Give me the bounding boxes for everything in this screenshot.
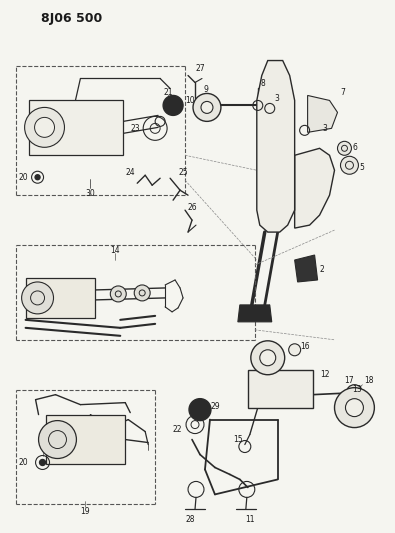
Circle shape (201, 101, 213, 114)
Circle shape (337, 141, 352, 155)
Text: 19: 19 (81, 507, 90, 516)
Text: 8: 8 (260, 79, 265, 88)
Text: 15: 15 (233, 435, 243, 444)
Polygon shape (295, 148, 335, 228)
Circle shape (35, 117, 55, 138)
Text: 24: 24 (126, 168, 135, 177)
Polygon shape (308, 95, 337, 132)
Text: 9: 9 (203, 85, 209, 94)
Bar (45, 415, 125, 464)
Circle shape (110, 286, 126, 302)
Text: 11: 11 (245, 515, 254, 524)
Text: 18: 18 (365, 376, 374, 385)
Text: 17: 17 (345, 376, 354, 385)
Text: 10: 10 (185, 96, 195, 105)
Text: 6: 6 (352, 143, 357, 152)
Text: 12: 12 (320, 370, 329, 379)
Text: 25: 25 (178, 168, 188, 177)
Circle shape (346, 385, 363, 401)
Text: 14: 14 (111, 246, 120, 255)
Circle shape (134, 285, 150, 301)
Circle shape (346, 399, 363, 417)
Text: 30: 30 (85, 189, 95, 198)
Text: 20: 20 (19, 173, 28, 182)
Text: 20: 20 (19, 458, 28, 467)
Circle shape (340, 156, 358, 174)
Text: 2: 2 (319, 265, 324, 274)
Text: 1: 1 (258, 305, 263, 314)
Circle shape (189, 399, 211, 421)
Text: 21: 21 (164, 88, 173, 97)
Circle shape (163, 95, 183, 116)
Text: 3: 3 (274, 94, 279, 103)
Circle shape (40, 459, 45, 465)
Circle shape (39, 421, 76, 458)
Text: 16: 16 (300, 342, 309, 351)
Text: 3: 3 (322, 124, 327, 133)
Text: 23: 23 (131, 124, 140, 133)
Text: 13: 13 (353, 385, 362, 394)
Bar (26, 278, 95, 318)
Polygon shape (295, 255, 318, 282)
Text: 22: 22 (173, 425, 182, 434)
Circle shape (289, 344, 301, 356)
Text: 7: 7 (340, 88, 345, 97)
Text: 26: 26 (187, 203, 197, 212)
Bar (248, 370, 312, 408)
Circle shape (24, 108, 64, 147)
Text: 29: 29 (210, 402, 220, 411)
Bar (28, 100, 123, 155)
Circle shape (335, 387, 374, 427)
Text: 27: 27 (195, 64, 205, 73)
Text: 28: 28 (185, 515, 195, 524)
Text: 8J06 500: 8J06 500 (41, 12, 102, 25)
Circle shape (260, 350, 276, 366)
Circle shape (193, 93, 221, 122)
Circle shape (251, 341, 285, 375)
Text: 5: 5 (359, 163, 364, 172)
Circle shape (22, 282, 53, 314)
Circle shape (35, 175, 40, 180)
Polygon shape (238, 305, 272, 322)
Polygon shape (257, 61, 295, 232)
